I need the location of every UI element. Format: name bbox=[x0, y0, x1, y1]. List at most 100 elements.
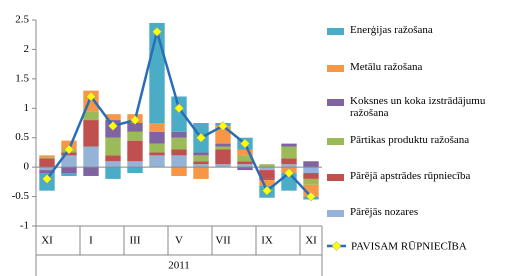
bar-segment bbox=[215, 164, 231, 168]
bar-segment bbox=[105, 161, 121, 168]
legend-swatch bbox=[327, 210, 344, 217]
bar-segment bbox=[149, 123, 165, 132]
total-marker bbox=[196, 132, 206, 143]
legend-marker bbox=[331, 241, 342, 251]
y-tick-label: 2 bbox=[24, 43, 30, 55]
total-marker bbox=[284, 168, 294, 178]
total-marker bbox=[108, 121, 118, 131]
legend-item: Pārējās nozares bbox=[327, 206, 523, 218]
bar-segment bbox=[39, 170, 55, 174]
bar-segment bbox=[149, 131, 165, 144]
bar-segment bbox=[193, 164, 209, 168]
bar-segment bbox=[281, 164, 297, 168]
bar-segment bbox=[83, 120, 99, 147]
bar-segment bbox=[259, 180, 275, 186]
y-tick-label: 0.5 bbox=[15, 131, 29, 143]
legend-swatch bbox=[327, 99, 344, 106]
bar-segment bbox=[61, 167, 77, 174]
bar-segment bbox=[303, 161, 319, 168]
bar-segment bbox=[83, 111, 99, 121]
x-tick-label: I bbox=[89, 235, 93, 247]
bar-segment bbox=[127, 123, 143, 132]
bar-segment bbox=[171, 167, 187, 176]
bar-segment bbox=[303, 173, 319, 179]
bar-segment bbox=[171, 131, 187, 138]
legend-item: Koksnes un koka izstrādājumu ražošana bbox=[327, 95, 523, 119]
total-marker bbox=[262, 185, 272, 196]
bar-segment bbox=[193, 161, 209, 165]
x-tick-label: XI bbox=[305, 235, 317, 247]
bar-segment bbox=[127, 140, 143, 162]
legend-item: Pārtikas produktu ražošana bbox=[327, 134, 523, 146]
x-tick-label: III bbox=[130, 235, 141, 247]
total-marker bbox=[306, 191, 316, 202]
total-marker bbox=[42, 174, 52, 184]
legend-label: PAVISAM RŪPNIECĪBA bbox=[351, 241, 467, 253]
legend-label: Pārējā apstrādes rūpniecība bbox=[350, 170, 471, 182]
bar-segment bbox=[237, 149, 253, 156]
bar-segment bbox=[171, 155, 187, 168]
bar-segment bbox=[281, 143, 297, 147]
x-tick-label: VII bbox=[215, 235, 231, 247]
legend-label: Pārējās nozares bbox=[350, 206, 419, 218]
total-marker bbox=[152, 26, 162, 37]
total-marker bbox=[174, 103, 184, 114]
legend-label: Pārtikas produktu ražošana bbox=[350, 134, 470, 146]
bar-segment bbox=[127, 161, 143, 168]
bar-segment bbox=[171, 137, 187, 150]
legend-swatch bbox=[327, 65, 344, 72]
bar-segment bbox=[281, 158, 297, 165]
legend-item: Metālu ražošana bbox=[327, 61, 523, 73]
legend-swatch bbox=[327, 28, 344, 35]
y-tick-label: -1 bbox=[20, 220, 29, 232]
total-marker bbox=[240, 138, 250, 149]
total-marker bbox=[86, 91, 96, 102]
bar-segment bbox=[61, 173, 77, 176]
bar-segment bbox=[39, 157, 55, 159]
bar-segment bbox=[193, 167, 209, 179]
x-tick-label: XI bbox=[41, 235, 53, 247]
legend-item: Pārējā apstrādes rūpniecība bbox=[327, 170, 523, 182]
y-tick-label: 2.5 bbox=[15, 14, 29, 26]
x-tick-label: IX bbox=[261, 235, 273, 247]
bar-segment bbox=[237, 164, 253, 168]
bar-segment bbox=[281, 146, 297, 159]
bar-segment bbox=[215, 143, 231, 147]
bar-segment bbox=[83, 167, 99, 176]
y-tick-label: -0.5 bbox=[12, 190, 30, 202]
bar-segment bbox=[303, 184, 319, 197]
bar-segment bbox=[105, 114, 121, 121]
bar-segment bbox=[149, 155, 165, 168]
bar-segment bbox=[171, 96, 187, 132]
bar-segment bbox=[105, 137, 121, 156]
bar-segment bbox=[105, 155, 121, 162]
bar-segment bbox=[215, 146, 231, 150]
bar-segment bbox=[171, 149, 187, 156]
group-label: 2011 bbox=[168, 260, 190, 272]
bar-segment bbox=[215, 149, 231, 165]
legend-item: Enerģijas ražošana bbox=[327, 24, 523, 36]
bar-segment bbox=[39, 155, 55, 158]
x-tick-label: V bbox=[175, 235, 183, 247]
bar-segment bbox=[39, 167, 55, 171]
bar-segment bbox=[193, 152, 209, 156]
bar-segment bbox=[61, 155, 77, 168]
legend-label: Koksnes un koka izstrādājumu ražošana bbox=[350, 95, 486, 119]
legend-label: Metālu ražošana bbox=[350, 61, 423, 73]
bar-segment bbox=[149, 152, 165, 156]
bar-segment bbox=[259, 170, 275, 179]
bar-segment bbox=[303, 167, 319, 174]
legend-swatch bbox=[327, 174, 344, 181]
y-tick-label: 0 bbox=[24, 161, 30, 173]
bar-segment bbox=[193, 155, 209, 162]
bar-segment bbox=[83, 146, 99, 168]
total-marker bbox=[64, 144, 74, 155]
bar-segment bbox=[105, 167, 121, 179]
bar-segment bbox=[259, 164, 275, 168]
y-tick-label: 1 bbox=[24, 102, 30, 114]
total-marker bbox=[218, 121, 228, 131]
bar-segment bbox=[149, 143, 165, 153]
y-tick-label: 1.5 bbox=[15, 72, 29, 84]
